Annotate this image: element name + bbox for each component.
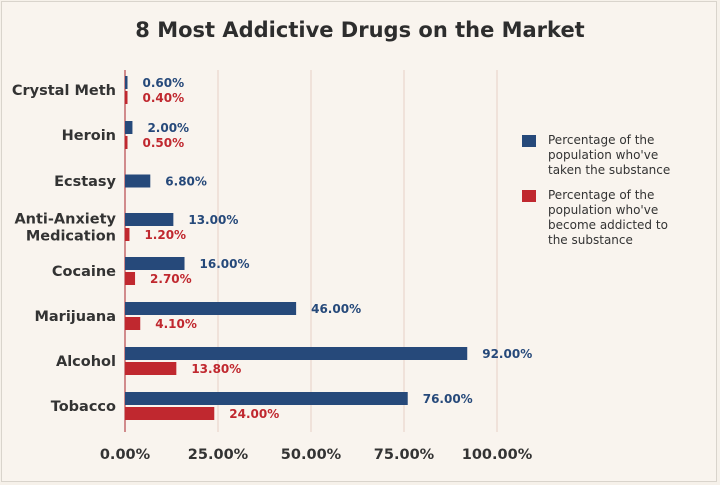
category-label: Anti-Anxiety — [14, 212, 116, 228]
value-label-addicted: 4.10% — [155, 317, 197, 331]
x-tick-label: 50.00% — [281, 447, 342, 463]
x-tick-label: 100.00% — [462, 447, 533, 463]
legend-label-taken: Percentage of the population who've take… — [548, 133, 712, 178]
value-label-taken: 46.00% — [311, 302, 361, 316]
value-label-addicted: 2.70% — [150, 272, 192, 286]
category-label: Alcohol — [56, 354, 116, 370]
legend-swatch-taken — [522, 135, 536, 147]
category-label: Cocaine — [52, 264, 116, 280]
value-label-taken: 2.00% — [147, 121, 189, 135]
bar-taken — [125, 302, 297, 315]
value-label-addicted: 1.20% — [144, 228, 186, 242]
category-label: Marijuana — [34, 309, 116, 325]
value-label-taken: 92.00% — [482, 347, 532, 361]
bar-taken — [125, 174, 151, 188]
bar-addicted — [125, 317, 141, 330]
legend-line: taken the substance — [548, 163, 671, 177]
legend-swatch-addicted — [522, 190, 536, 202]
x-tick-label: 75.00% — [374, 447, 435, 463]
bar-taken — [125, 121, 133, 134]
bar-addicted — [125, 407, 215, 420]
x-tick-label: 25.00% — [188, 447, 249, 463]
value-label-taken: 0.60% — [143, 76, 185, 90]
legend-line: population who've — [548, 148, 659, 162]
legend-line: population who've — [548, 203, 659, 217]
value-label-addicted: 24.00% — [229, 407, 279, 421]
value-label-taken: 16.00% — [200, 257, 250, 271]
bar-taken — [125, 347, 468, 360]
value-label-taken: 76.00% — [423, 392, 473, 406]
bar-addicted — [125, 228, 130, 241]
legend-line: Percentage of the — [548, 133, 655, 147]
value-label-taken: 13.00% — [188, 213, 238, 227]
chart-title: 8 Most Addictive Drugs on the Market — [135, 18, 585, 42]
category-label: Crystal Meth — [12, 83, 116, 99]
bar-addicted — [125, 362, 177, 375]
bar-taken — [125, 257, 185, 270]
bar-addicted — [125, 91, 128, 104]
x-tick-label: 0.00% — [100, 447, 151, 463]
category-label: Medication — [26, 229, 116, 245]
value-label-addicted: 13.80% — [191, 362, 241, 376]
bar-addicted — [125, 272, 136, 285]
legend-label-addicted: Percentage of the population who've beco… — [548, 188, 712, 248]
bar-addicted — [125, 136, 128, 149]
bar-taken — [125, 76, 128, 89]
value-label-addicted: 0.50% — [143, 136, 185, 150]
value-label-taken: 6.80% — [165, 175, 207, 189]
legend-line: Percentage of the — [548, 188, 655, 202]
legend-line: the substance — [548, 233, 633, 247]
bar-taken — [125, 213, 174, 226]
legend-line: become addicted to — [548, 218, 668, 232]
bar-taken — [125, 392, 408, 405]
category-label: Tobacco — [51, 399, 116, 415]
category-label: Ecstasy — [54, 174, 116, 190]
value-label-addicted: 0.40% — [143, 91, 185, 105]
category-label: Heroin — [62, 128, 116, 144]
